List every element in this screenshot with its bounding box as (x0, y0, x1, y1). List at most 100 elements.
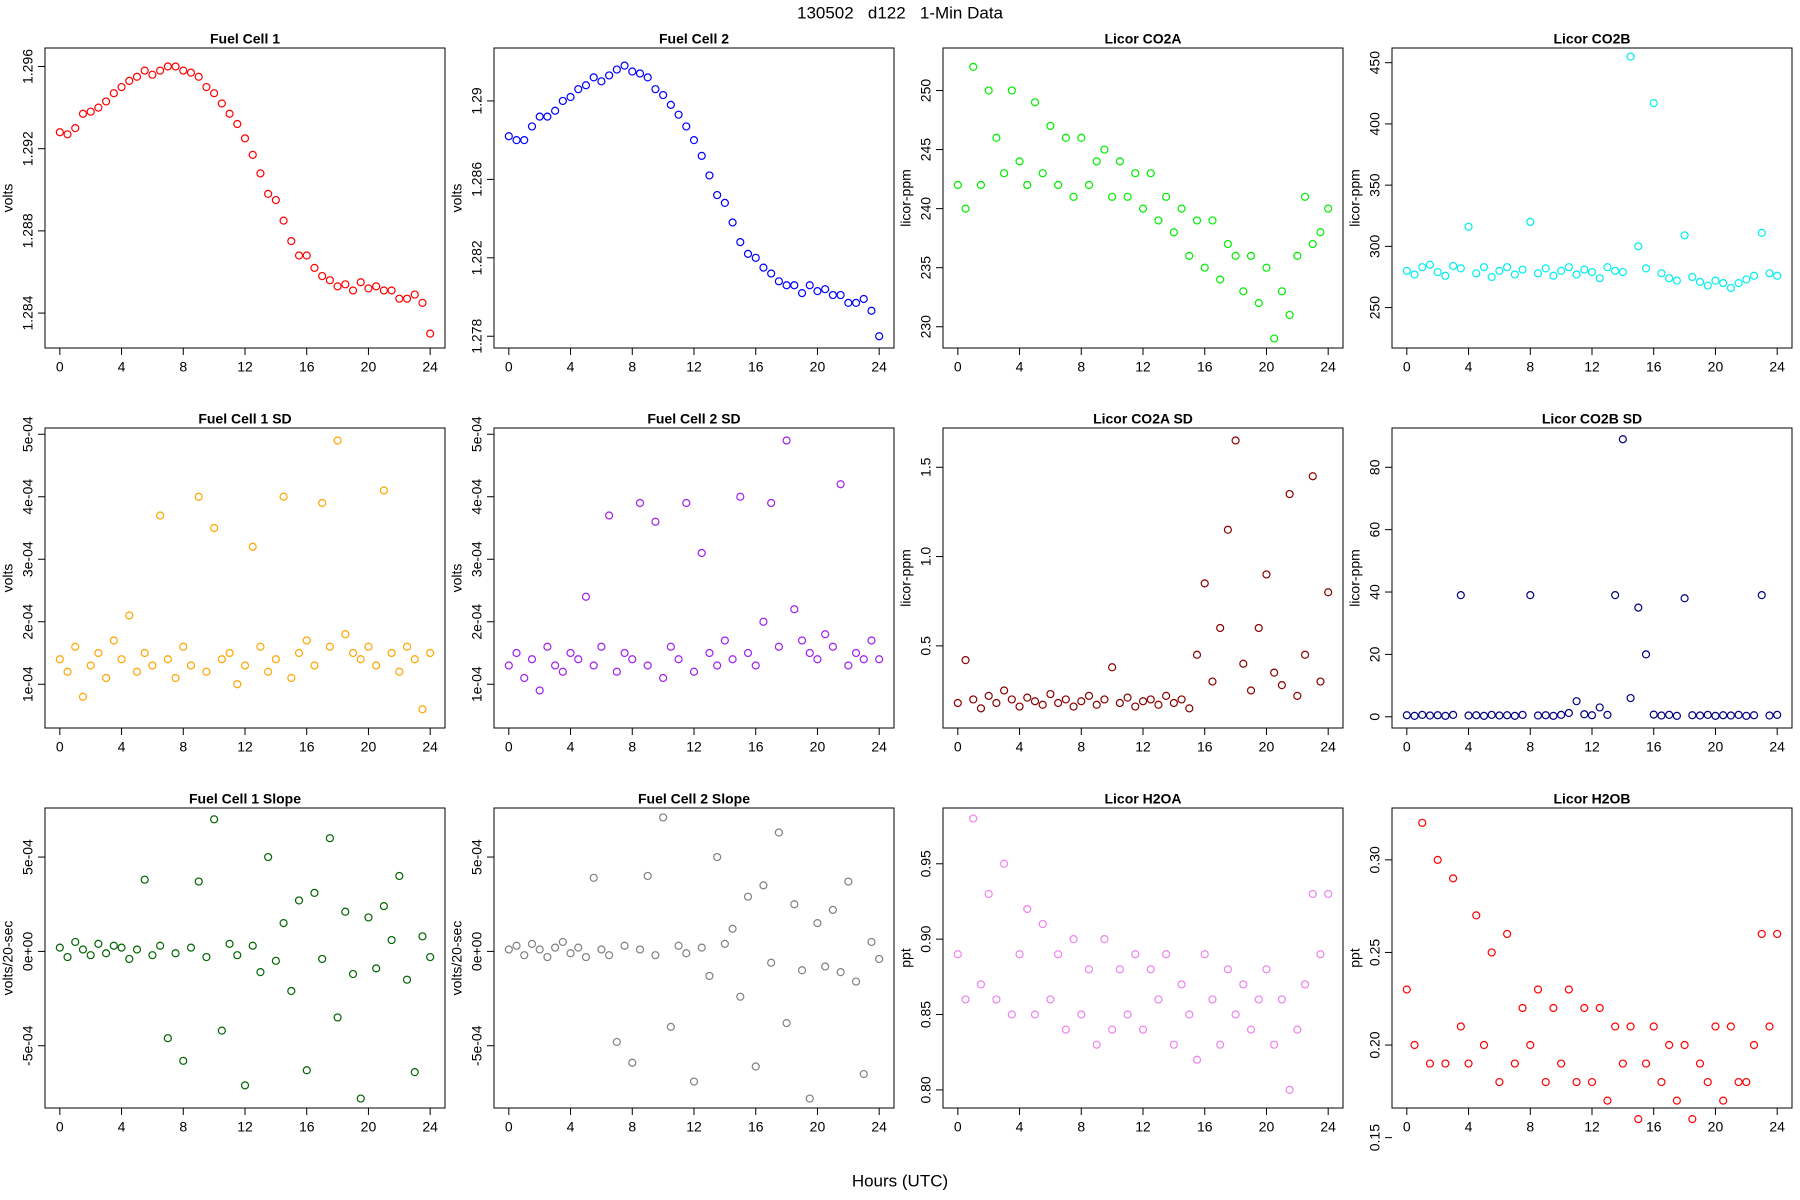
data-point (63, 130, 72, 139)
data-point (543, 112, 552, 121)
data-point (364, 642, 373, 651)
y-tick-label: 4e-04 (20, 479, 36, 515)
data-point (651, 517, 660, 526)
panel-title: Fuel Cell 1 (210, 31, 280, 47)
data-point (271, 655, 280, 664)
data-point (1115, 157, 1124, 166)
data-point (372, 661, 381, 670)
y-tick-label: 0.15 (1367, 1124, 1383, 1151)
data-point (1618, 1059, 1627, 1068)
data-point (1185, 704, 1194, 713)
x-tick-label: 12 (1584, 359, 1600, 375)
data-point (240, 661, 250, 670)
data-point (1603, 263, 1612, 272)
data-point (1749, 271, 1759, 280)
data-point (1007, 86, 1016, 95)
data-point (387, 648, 396, 658)
data-point (1054, 950, 1063, 959)
x-tick-label: 8 (1526, 739, 1534, 755)
data-point (697, 943, 706, 952)
panel-title: Fuel Cell 1 SD (198, 411, 291, 427)
y-axis-label: volts/20-sec (449, 921, 465, 996)
x-tick-label: 0 (954, 1119, 962, 1135)
data-point (302, 1066, 311, 1075)
y-tick-label: 1.29 (469, 87, 485, 114)
data-point (851, 648, 861, 658)
data-point (1046, 121, 1055, 131)
x-tick-label: 24 (1320, 739, 1336, 755)
data-point (1510, 270, 1519, 279)
x-tick-label: 8 (1077, 1119, 1085, 1135)
data-point (1015, 702, 1024, 711)
x-tick-label: 4 (118, 739, 126, 755)
data-point (1657, 1077, 1666, 1087)
data-point (620, 941, 629, 950)
data-point (1115, 965, 1124, 974)
data-point (976, 180, 986, 190)
data-point (1100, 145, 1109, 154)
data-point (1757, 929, 1766, 939)
data-point (1433, 711, 1442, 720)
data-point (1595, 703, 1604, 712)
data-point (844, 661, 853, 670)
data-point (589, 73, 598, 82)
data-point (1773, 929, 1782, 939)
data-point (1293, 691, 1302, 700)
data-point (689, 136, 699, 145)
x-tick-label: 12 (237, 359, 253, 375)
data-point (520, 673, 529, 683)
data-point (1487, 272, 1496, 282)
x-tick-label: 8 (179, 359, 187, 375)
data-point (1541, 711, 1550, 720)
x-tick-label: 0 (505, 359, 513, 375)
data-point (512, 648, 521, 658)
data-point (117, 655, 126, 664)
data-point (1557, 710, 1566, 720)
data-point (1495, 711, 1504, 720)
data-point (805, 281, 814, 290)
data-point (426, 648, 435, 658)
data-point (1177, 695, 1186, 704)
data-point (643, 73, 652, 82)
data-point (1742, 1077, 1751, 1087)
data-point (984, 691, 993, 700)
data-point (682, 122, 691, 131)
data-point (867, 306, 876, 315)
data-point (1054, 180, 1063, 190)
y-axis-label: ppt (898, 948, 914, 968)
data-point (859, 655, 868, 664)
data-point (961, 995, 970, 1004)
data-point (581, 592, 591, 601)
data-point (102, 949, 111, 958)
data-point (736, 992, 745, 1001)
panel-title: Licor CO2B (1553, 31, 1630, 47)
y-tick-label: 1.284 (20, 295, 36, 330)
data-point (535, 945, 544, 954)
data-point (109, 636, 118, 645)
y-tick-label: 1.282 (469, 240, 485, 275)
data-point (628, 67, 637, 76)
x-tick-label: 4 (1465, 1119, 1473, 1135)
data-point (674, 110, 683, 119)
data-point (620, 61, 629, 70)
plot-frame (942, 807, 1344, 1109)
data-point (1626, 52, 1635, 61)
data-point (1154, 216, 1163, 225)
panel-title: Fuel Cell 2 SD (647, 411, 740, 427)
data-point (828, 290, 837, 300)
data-point (202, 667, 211, 676)
data-point (1402, 711, 1411, 720)
data-point (1611, 1022, 1620, 1031)
data-point (356, 655, 365, 664)
data-point (1138, 1025, 1148, 1034)
data-point (1192, 216, 1202, 225)
data-point (551, 106, 560, 115)
y-axis-label: licor-ppm (898, 169, 914, 227)
x-tick-label: 24 (1769, 359, 1785, 375)
data-point (697, 151, 706, 160)
data-point (240, 1081, 250, 1090)
data-point (705, 171, 714, 180)
data-point (992, 698, 1001, 708)
plot-frame (942, 47, 1344, 349)
